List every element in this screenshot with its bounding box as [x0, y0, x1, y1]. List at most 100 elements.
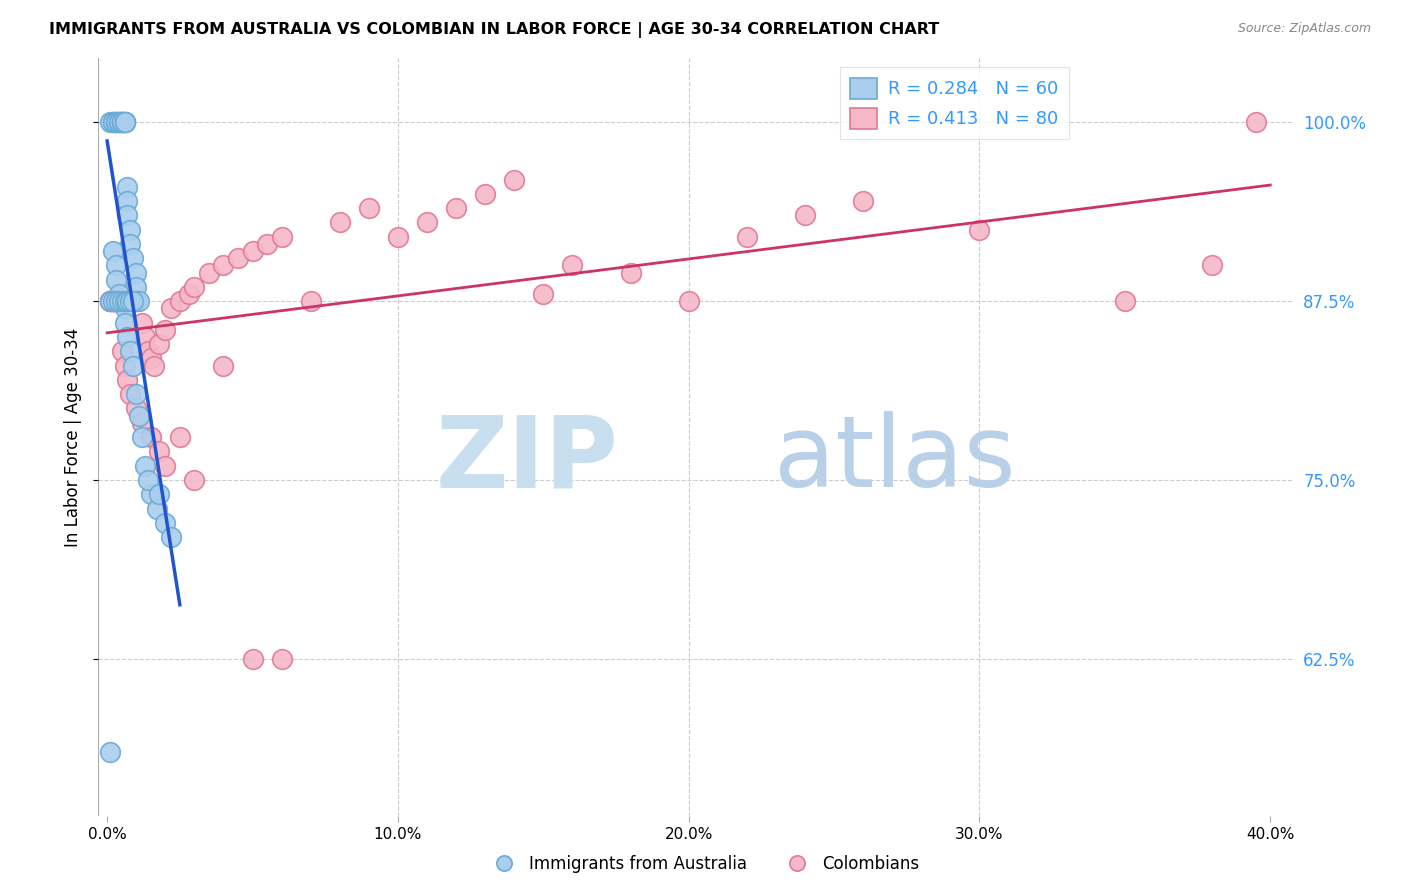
- Point: [107, 115, 129, 129]
- Point: [107, 115, 129, 129]
- Point: [270, 229, 292, 244]
- Point: [125, 294, 148, 309]
- Point: [117, 208, 139, 222]
- Point: [122, 252, 145, 266]
- Point: [242, 244, 264, 259]
- Legend: R = 0.284   N = 60, R = 0.413   N = 80: R = 0.284 N = 60, R = 0.413 N = 80: [839, 67, 1070, 139]
- Point: [107, 294, 129, 309]
- Point: [111, 115, 134, 129]
- Point: [270, 652, 292, 666]
- Point: [111, 344, 134, 359]
- Legend: Immigrants from Australia, Colombians: Immigrants from Australia, Colombians: [481, 848, 925, 880]
- Point: [117, 194, 139, 208]
- Point: [120, 294, 142, 309]
- Point: [111, 294, 134, 309]
- Point: [299, 294, 322, 309]
- Point: [183, 473, 205, 487]
- Point: [125, 280, 148, 294]
- Point: [104, 115, 127, 129]
- Point: [212, 359, 235, 373]
- Point: [155, 458, 177, 473]
- Point: [111, 115, 134, 129]
- Point: [131, 430, 153, 444]
- Point: [101, 294, 124, 309]
- Point: [114, 115, 136, 129]
- Point: [122, 294, 145, 309]
- Point: [104, 115, 127, 129]
- Point: [101, 115, 124, 129]
- Point: [107, 115, 129, 129]
- Point: [117, 294, 139, 309]
- Point: [117, 294, 139, 309]
- Point: [128, 294, 150, 309]
- Point: [357, 201, 380, 215]
- Point: [1244, 115, 1267, 129]
- Point: [122, 359, 145, 373]
- Point: [101, 115, 124, 129]
- Point: [104, 294, 127, 309]
- Point: [101, 294, 124, 309]
- Point: [122, 294, 145, 309]
- Point: [117, 373, 139, 387]
- Point: [98, 294, 121, 309]
- Point: [114, 294, 136, 309]
- Point: [111, 294, 134, 309]
- Point: [136, 344, 159, 359]
- Point: [619, 266, 641, 280]
- Point: [98, 294, 121, 309]
- Point: [122, 294, 145, 309]
- Point: [98, 115, 121, 129]
- Point: [117, 294, 139, 309]
- Point: [117, 294, 139, 309]
- Point: [101, 244, 124, 259]
- Point: [98, 294, 121, 309]
- Point: [139, 430, 162, 444]
- Point: [134, 330, 156, 344]
- Point: [114, 115, 136, 129]
- Point: [444, 201, 467, 215]
- Point: [107, 294, 129, 309]
- Point: [104, 294, 127, 309]
- Point: [125, 401, 148, 416]
- Point: [1201, 259, 1223, 273]
- Point: [120, 387, 142, 401]
- Point: [111, 294, 134, 309]
- Point: [101, 294, 124, 309]
- Point: [125, 266, 148, 280]
- Point: [1114, 294, 1136, 309]
- Point: [852, 194, 875, 208]
- Point: [104, 259, 127, 273]
- Text: ZIP: ZIP: [436, 411, 619, 508]
- Point: [125, 294, 148, 309]
- Point: [107, 115, 129, 129]
- Point: [107, 294, 129, 309]
- Point: [256, 236, 278, 251]
- Point: [735, 229, 758, 244]
- Point: [120, 294, 142, 309]
- Point: [155, 516, 177, 530]
- Point: [98, 745, 121, 759]
- Point: [111, 294, 134, 309]
- Point: [104, 273, 127, 287]
- Point: [111, 115, 134, 129]
- Point: [114, 316, 136, 330]
- Point: [114, 294, 136, 309]
- Point: [148, 487, 170, 501]
- Point: [104, 294, 127, 309]
- Point: [160, 301, 183, 316]
- Point: [114, 115, 136, 129]
- Point: [104, 294, 127, 309]
- Text: IMMIGRANTS FROM AUSTRALIA VS COLOMBIAN IN LABOR FORCE | AGE 30-34 CORRELATION CH: IMMIGRANTS FROM AUSTRALIA VS COLOMBIAN I…: [49, 22, 939, 38]
- Point: [131, 316, 153, 330]
- Point: [145, 501, 167, 516]
- Point: [136, 473, 159, 487]
- Point: [114, 115, 136, 129]
- Point: [226, 252, 249, 266]
- Point: [120, 294, 142, 309]
- Point: [131, 416, 153, 430]
- Point: [794, 208, 817, 222]
- Point: [160, 530, 183, 544]
- Point: [114, 294, 136, 309]
- Point: [531, 287, 554, 301]
- Point: [107, 294, 129, 309]
